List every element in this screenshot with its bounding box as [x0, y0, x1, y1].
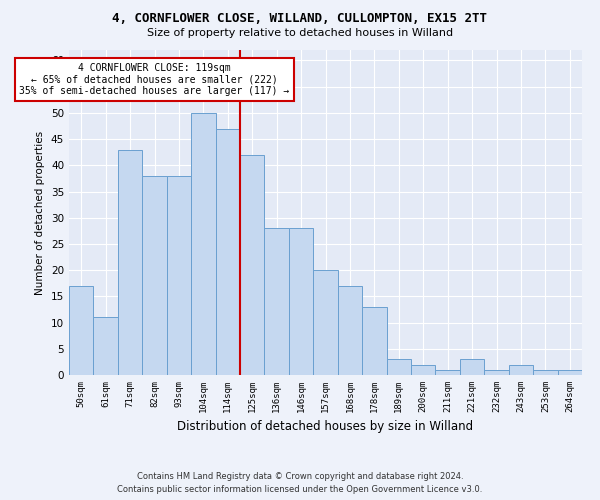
Bar	[118, 150, 142, 375]
Bar	[533, 370, 557, 375]
X-axis label: Distribution of detached houses by size in Willand: Distribution of detached houses by size …	[178, 420, 473, 434]
Bar	[509, 364, 533, 375]
Bar	[289, 228, 313, 375]
Bar	[436, 370, 460, 375]
Bar	[191, 113, 215, 375]
Text: Contains HM Land Registry data © Crown copyright and database right 2024.: Contains HM Land Registry data © Crown c…	[137, 472, 463, 481]
Y-axis label: Number of detached properties: Number of detached properties	[35, 130, 46, 294]
Bar	[69, 286, 94, 375]
Bar	[386, 360, 411, 375]
Bar	[142, 176, 167, 375]
Bar	[484, 370, 509, 375]
Text: Contains public sector information licensed under the Open Government Licence v3: Contains public sector information licen…	[118, 485, 482, 494]
Bar	[557, 370, 582, 375]
Bar	[240, 155, 265, 375]
Text: Size of property relative to detached houses in Willand: Size of property relative to detached ho…	[147, 28, 453, 38]
Bar	[94, 318, 118, 375]
Bar	[215, 128, 240, 375]
Text: 4, CORNFLOWER CLOSE, WILLAND, CULLOMPTON, EX15 2TT: 4, CORNFLOWER CLOSE, WILLAND, CULLOMPTON…	[113, 12, 487, 26]
Bar	[338, 286, 362, 375]
Bar	[460, 360, 484, 375]
Bar	[167, 176, 191, 375]
Bar	[362, 307, 386, 375]
Text: 4 CORNFLOWER CLOSE: 119sqm
← 65% of detached houses are smaller (222)
35% of sem: 4 CORNFLOWER CLOSE: 119sqm ← 65% of deta…	[19, 63, 290, 96]
Bar	[265, 228, 289, 375]
Bar	[313, 270, 338, 375]
Bar	[411, 364, 436, 375]
